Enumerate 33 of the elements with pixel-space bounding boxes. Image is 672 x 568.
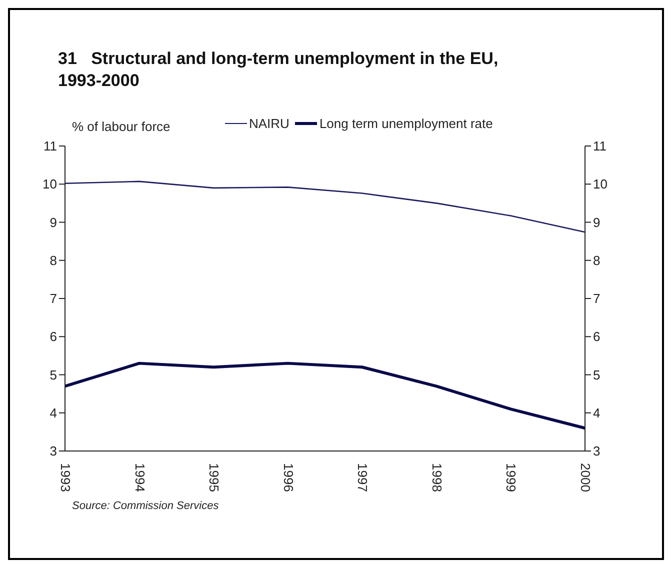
legend-label: Long term unemployment rate [319,116,493,131]
line-series [64,180,586,233]
x-tick-label: 1994 [132,463,148,492]
y-tick-label: 7 [50,291,57,306]
y-tick-label: 8 [50,252,57,268]
y2-tick-label: 8 [593,252,600,268]
y-tick-label: 4 [50,405,57,420]
y-tick-label: 3 [50,444,57,459]
x-tick-label: 1999 [504,463,519,492]
y2-tick-label: 6 [593,329,600,344]
line-series [64,362,586,430]
x-tick-label: 1998 [429,463,444,492]
y2-tick-label: 10 [593,176,608,192]
legend-label: NAIRU [249,116,290,131]
y2-tick-label: 3 [593,444,600,459]
x-tick-label: 1997 [355,463,370,492]
x-tick-label: 2000 [578,463,593,492]
y2-tick-label: 9 [593,214,600,230]
x-tick-label: 1996 [280,463,296,492]
y-tick-label: 5 [50,367,57,382]
y2-tick-label: 4 [593,405,600,420]
y2-tick-label: 5 [593,367,600,382]
y-tick-label: 11 [44,138,57,154]
x-tick-label: 1995 [206,463,222,492]
y-tick-label: 9 [50,214,57,230]
y-axis-title: % of labour force [72,119,170,134]
y-tick-label: 10 [42,176,57,192]
y-tick-label: 6 [50,329,57,344]
y2-tick-label: 11 [593,138,606,154]
source-note: Source: Commission Services [72,500,219,512]
chart-title: 31 Structural and long-term unemployment in the EU, 1993-2000 [58,48,500,92]
y2-tick-label: 7 [593,291,600,306]
x-tick-label: 1993 [58,463,73,492]
